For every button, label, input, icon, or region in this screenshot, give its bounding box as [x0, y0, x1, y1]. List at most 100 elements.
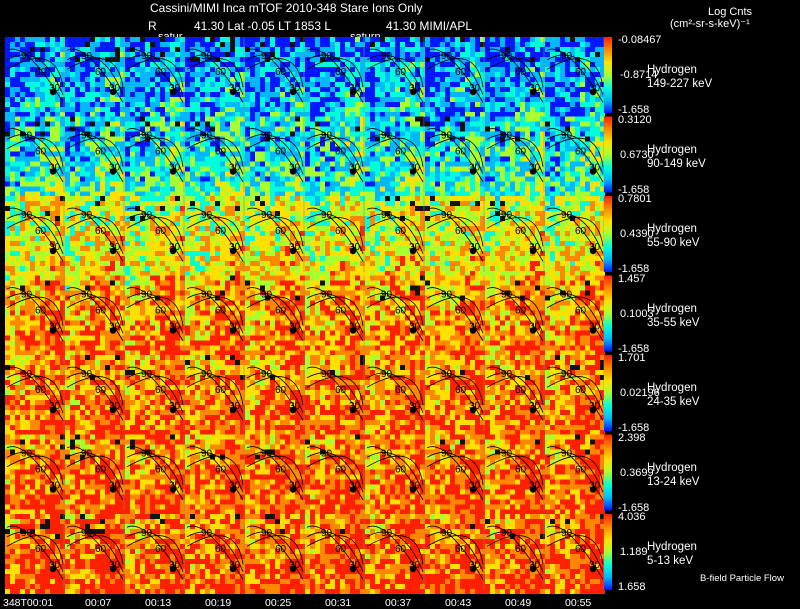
contour-label: 60 [275, 147, 287, 158]
contour-label: 30 [349, 242, 361, 253]
contour-label: 60 [575, 67, 587, 78]
planet-marker [49, 327, 57, 334]
planet-marker [349, 486, 357, 493]
planet-marker [409, 486, 417, 493]
contour-label: 90 [561, 449, 573, 460]
colorbar-max-label: 1.457 [618, 272, 646, 285]
planet-marker [409, 88, 417, 96]
species-label: Hydrogen 5-13 keV [647, 540, 697, 568]
contour-label: 30 [49, 322, 61, 333]
colorbar [604, 514, 612, 590]
contour-label: 30 [349, 163, 361, 174]
units-line-1: Log Cnts [708, 6, 753, 18]
field-line-contour [246, 217, 304, 247]
contour-label: 90 [141, 290, 153, 301]
contour-label: 60 [395, 385, 407, 396]
contour-label: 30 [109, 242, 121, 253]
field-line-contour [366, 455, 424, 485]
field-line-contour [186, 134, 244, 175]
field-line-contour [66, 531, 124, 572]
planet-marker [469, 406, 477, 414]
contour-label: 90 [81, 131, 93, 142]
contour-label: 90 [21, 528, 33, 539]
contour-label: 90 [141, 528, 153, 539]
field-line-contour [186, 58, 244, 88]
contour-label: 90 [561, 528, 573, 539]
species-label: Hydrogen 149-227 keV [647, 63, 712, 91]
planet-marker [49, 168, 57, 175]
planet-marker [229, 327, 237, 334]
contour-label: 30 [589, 481, 601, 492]
field-line-contour [126, 134, 184, 175]
planet-marker [529, 486, 537, 493]
field-line-contour [486, 535, 544, 565]
position-r-label: R [148, 19, 157, 33]
contour-label: 60 [275, 67, 287, 78]
contour-label: 60 [95, 306, 107, 317]
field-line-contour [126, 535, 184, 565]
contour-label: 30 [349, 401, 361, 412]
planet-marker [109, 168, 117, 175]
contour-label: 60 [515, 226, 527, 237]
field-line-contour [486, 296, 544, 326]
colorbar-min-label: -1.658 [618, 342, 650, 355]
contour-label: 60 [515, 385, 527, 396]
field-line-contour [486, 372, 544, 413]
contour-label: 30 [109, 83, 121, 94]
energy-row: 9060309060309060309060309060309060309060… [5, 355, 612, 435]
contour-label: 90 [261, 210, 273, 221]
contour-label: 60 [275, 465, 287, 476]
contour-label: 30 [289, 322, 301, 333]
footer-note: B-field Particle Flow [700, 573, 784, 584]
field-line-contour [546, 455, 604, 485]
contour-label: 30 [49, 560, 61, 571]
field-line-contour [426, 213, 484, 254]
planet-marker [229, 565, 237, 573]
colorbar-max-label: 4.036 [618, 511, 646, 523]
contour-label: 30 [289, 401, 301, 412]
energy-range: 90-149 keV [647, 157, 706, 170]
planet-marker [229, 486, 237, 493]
contour-label: 60 [95, 385, 107, 396]
contour-label: 90 [321, 210, 333, 221]
contour-label: 30 [529, 83, 541, 94]
field-line-contour [546, 137, 604, 167]
contour-label: 60 [275, 544, 287, 555]
colorbar-min-label: -1.658 [618, 183, 650, 196]
planet-marker [169, 406, 177, 414]
contour-label: 60 [275, 226, 287, 237]
contour-label: 60 [455, 306, 467, 317]
contour-label: 90 [561, 131, 573, 142]
field-line-contour [306, 535, 364, 565]
field-line-contour [66, 137, 124, 167]
field-line-contour [186, 535, 244, 565]
field-line-contour [426, 54, 484, 95]
contour-label: 60 [335, 544, 347, 555]
field-line-contour [66, 134, 124, 175]
planet-marker [409, 247, 417, 255]
contour-label: 30 [349, 481, 361, 492]
contour-label: 90 [81, 210, 93, 221]
contour-label: 90 [201, 369, 213, 380]
colorbar-mid-label: -0.8714 [620, 69, 658, 81]
time-tick-label: 00:37 [385, 597, 412, 609]
colorbar [604, 196, 612, 272]
field-line-contour [186, 213, 244, 254]
contour-label: 90 [321, 449, 333, 460]
energy-range: 55-90 keV [647, 237, 700, 249]
contour-label: 60 [155, 544, 167, 555]
planet-marker [349, 168, 357, 175]
field-line-contour [546, 372, 604, 413]
